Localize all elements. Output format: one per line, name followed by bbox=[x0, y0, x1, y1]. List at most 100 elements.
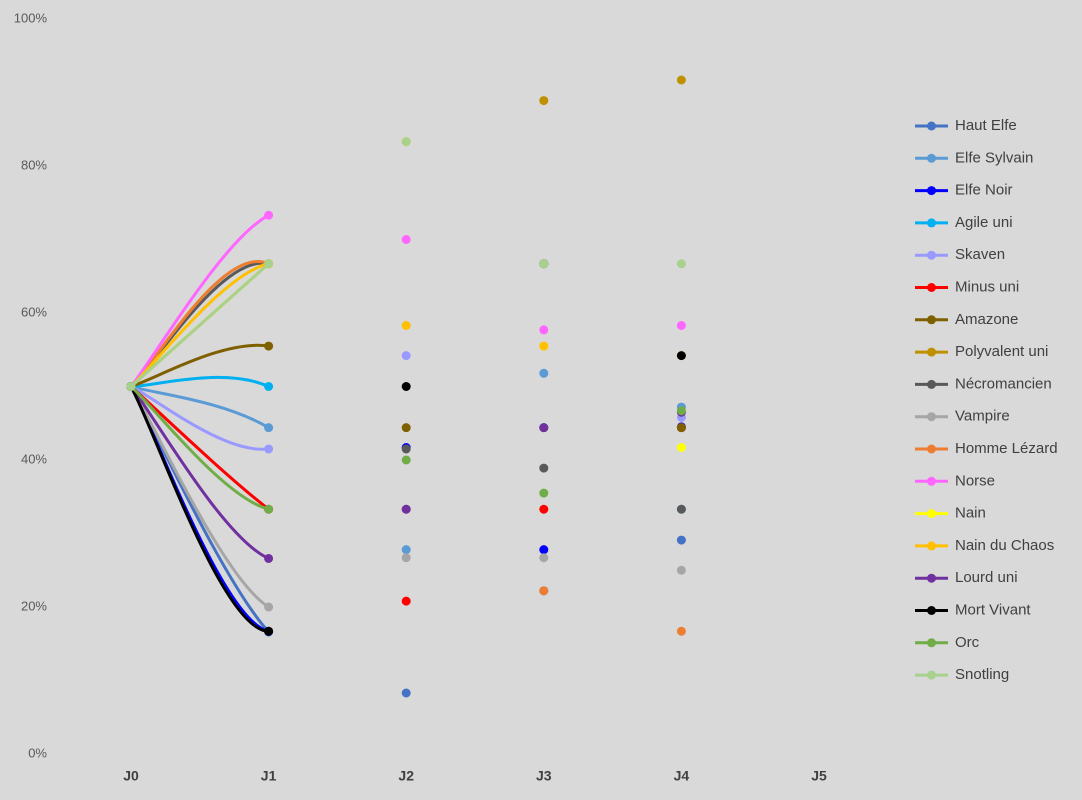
series-line bbox=[130, 262, 270, 388]
legend-marker bbox=[927, 379, 936, 389]
point bbox=[264, 423, 274, 433]
point bbox=[264, 259, 274, 269]
legend-label: Vampire bbox=[955, 408, 1010, 425]
legend-marker bbox=[927, 509, 936, 519]
legend-label: Elfe Noir bbox=[955, 182, 1013, 199]
y-tick-label: 80% bbox=[21, 157, 47, 172]
legend-label: Amazone bbox=[955, 311, 1018, 328]
legend-label: Mort Vivant bbox=[955, 601, 1031, 618]
point bbox=[401, 688, 411, 698]
legend-label: Elfe Sylvain bbox=[955, 149, 1033, 166]
point bbox=[539, 553, 549, 563]
legend-label: Skaven bbox=[955, 246, 1005, 263]
point bbox=[539, 545, 549, 555]
legend-label: Snotling bbox=[955, 666, 1009, 683]
series-line bbox=[130, 375, 270, 388]
point bbox=[264, 504, 274, 514]
y-tick-label: 0% bbox=[28, 745, 47, 760]
series-line bbox=[130, 343, 269, 388]
y-tick-label: 60% bbox=[21, 304, 47, 319]
x-tick-label: J0 bbox=[123, 768, 139, 784]
series-line bbox=[129, 385, 270, 560]
point bbox=[401, 444, 411, 454]
point bbox=[676, 535, 686, 545]
x-tick-label: J2 bbox=[398, 768, 414, 784]
x-tick-label: J5 bbox=[811, 768, 827, 784]
x-tick-label: J3 bbox=[536, 768, 552, 784]
legend-label: Lourd uni bbox=[955, 569, 1018, 586]
legend-label: Norse bbox=[955, 472, 995, 489]
legend-marker bbox=[927, 541, 936, 551]
point bbox=[539, 325, 549, 335]
legend-label: Minus uni bbox=[955, 278, 1019, 295]
legend-marker bbox=[927, 283, 936, 292]
point bbox=[264, 444, 274, 454]
legend-label: Polyvalent uni bbox=[955, 343, 1048, 360]
point bbox=[401, 553, 411, 563]
point bbox=[401, 455, 411, 465]
point bbox=[401, 545, 411, 555]
point bbox=[264, 602, 274, 612]
legend-label: Nécromancien bbox=[955, 375, 1052, 392]
point bbox=[539, 423, 549, 433]
point bbox=[676, 259, 686, 269]
point bbox=[401, 235, 411, 244]
legend-marker bbox=[927, 573, 936, 583]
point bbox=[676, 423, 686, 433]
y-tick-label: 40% bbox=[21, 451, 47, 466]
series-line bbox=[130, 385, 269, 511]
point bbox=[676, 320, 686, 330]
point bbox=[401, 382, 411, 391]
point bbox=[539, 96, 549, 106]
legend-marker bbox=[927, 444, 936, 454]
legend-marker bbox=[927, 606, 936, 615]
legend-marker bbox=[927, 218, 936, 228]
legend-label: Nain bbox=[955, 505, 986, 522]
x-tick-label: J4 bbox=[674, 768, 690, 784]
point bbox=[401, 504, 411, 514]
point bbox=[539, 341, 549, 351]
legend-marker bbox=[927, 476, 936, 486]
y-tick-label: 20% bbox=[21, 598, 47, 613]
point bbox=[676, 565, 686, 575]
legend-label: Orc bbox=[955, 634, 980, 651]
legend-marker bbox=[927, 412, 936, 422]
point bbox=[539, 259, 549, 269]
point bbox=[676, 351, 686, 361]
point bbox=[264, 553, 274, 563]
point bbox=[264, 382, 274, 391]
point bbox=[539, 504, 549, 514]
series-line bbox=[130, 385, 270, 429]
point bbox=[401, 596, 411, 606]
point bbox=[264, 210, 274, 220]
point bbox=[401, 351, 411, 361]
point bbox=[676, 626, 686, 636]
point bbox=[676, 504, 686, 514]
point bbox=[539, 586, 549, 596]
point bbox=[676, 443, 686, 453]
series-line bbox=[129, 385, 270, 609]
legend-marker bbox=[927, 347, 936, 357]
legend-marker bbox=[927, 186, 936, 196]
legend-marker bbox=[927, 670, 936, 680]
point bbox=[126, 382, 136, 391]
series-line bbox=[129, 385, 269, 633]
point bbox=[401, 423, 411, 433]
legend-marker bbox=[927, 121, 936, 131]
point bbox=[539, 488, 549, 498]
point bbox=[401, 137, 411, 147]
y-tick-label: 100% bbox=[14, 10, 48, 25]
series-line bbox=[130, 385, 269, 451]
legend-marker bbox=[927, 153, 936, 163]
point bbox=[264, 626, 274, 636]
legend-label: Haut Elfe bbox=[955, 117, 1017, 134]
legend-label: Agile uni bbox=[955, 214, 1013, 231]
series-line bbox=[129, 213, 270, 388]
point bbox=[539, 463, 549, 473]
point bbox=[676, 75, 686, 85]
legend-label: Nain du Chaos bbox=[955, 537, 1054, 554]
x-tick-label: J1 bbox=[261, 768, 277, 784]
legend-marker bbox=[927, 250, 936, 260]
point bbox=[676, 406, 686, 416]
